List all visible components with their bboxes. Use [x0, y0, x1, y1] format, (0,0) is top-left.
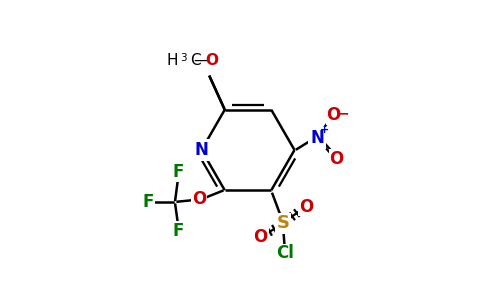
Text: F: F	[173, 222, 184, 240]
Text: S: S	[277, 214, 290, 232]
Text: Cl: Cl	[276, 244, 294, 262]
Text: O: O	[254, 228, 268, 246]
Text: −: −	[337, 106, 349, 120]
Text: +: +	[320, 125, 329, 136]
Text: H: H	[167, 53, 178, 68]
Text: O: O	[326, 106, 341, 124]
Text: F: F	[143, 193, 154, 211]
Text: O: O	[330, 150, 344, 168]
Text: 3: 3	[181, 53, 187, 63]
Text: O: O	[299, 198, 313, 216]
Text: N: N	[310, 129, 324, 147]
Text: C: C	[190, 53, 201, 68]
Text: O: O	[205, 53, 218, 68]
Text: O: O	[192, 190, 206, 208]
Text: N: N	[195, 141, 209, 159]
Text: —: —	[193, 53, 209, 68]
Text: F: F	[173, 163, 184, 181]
